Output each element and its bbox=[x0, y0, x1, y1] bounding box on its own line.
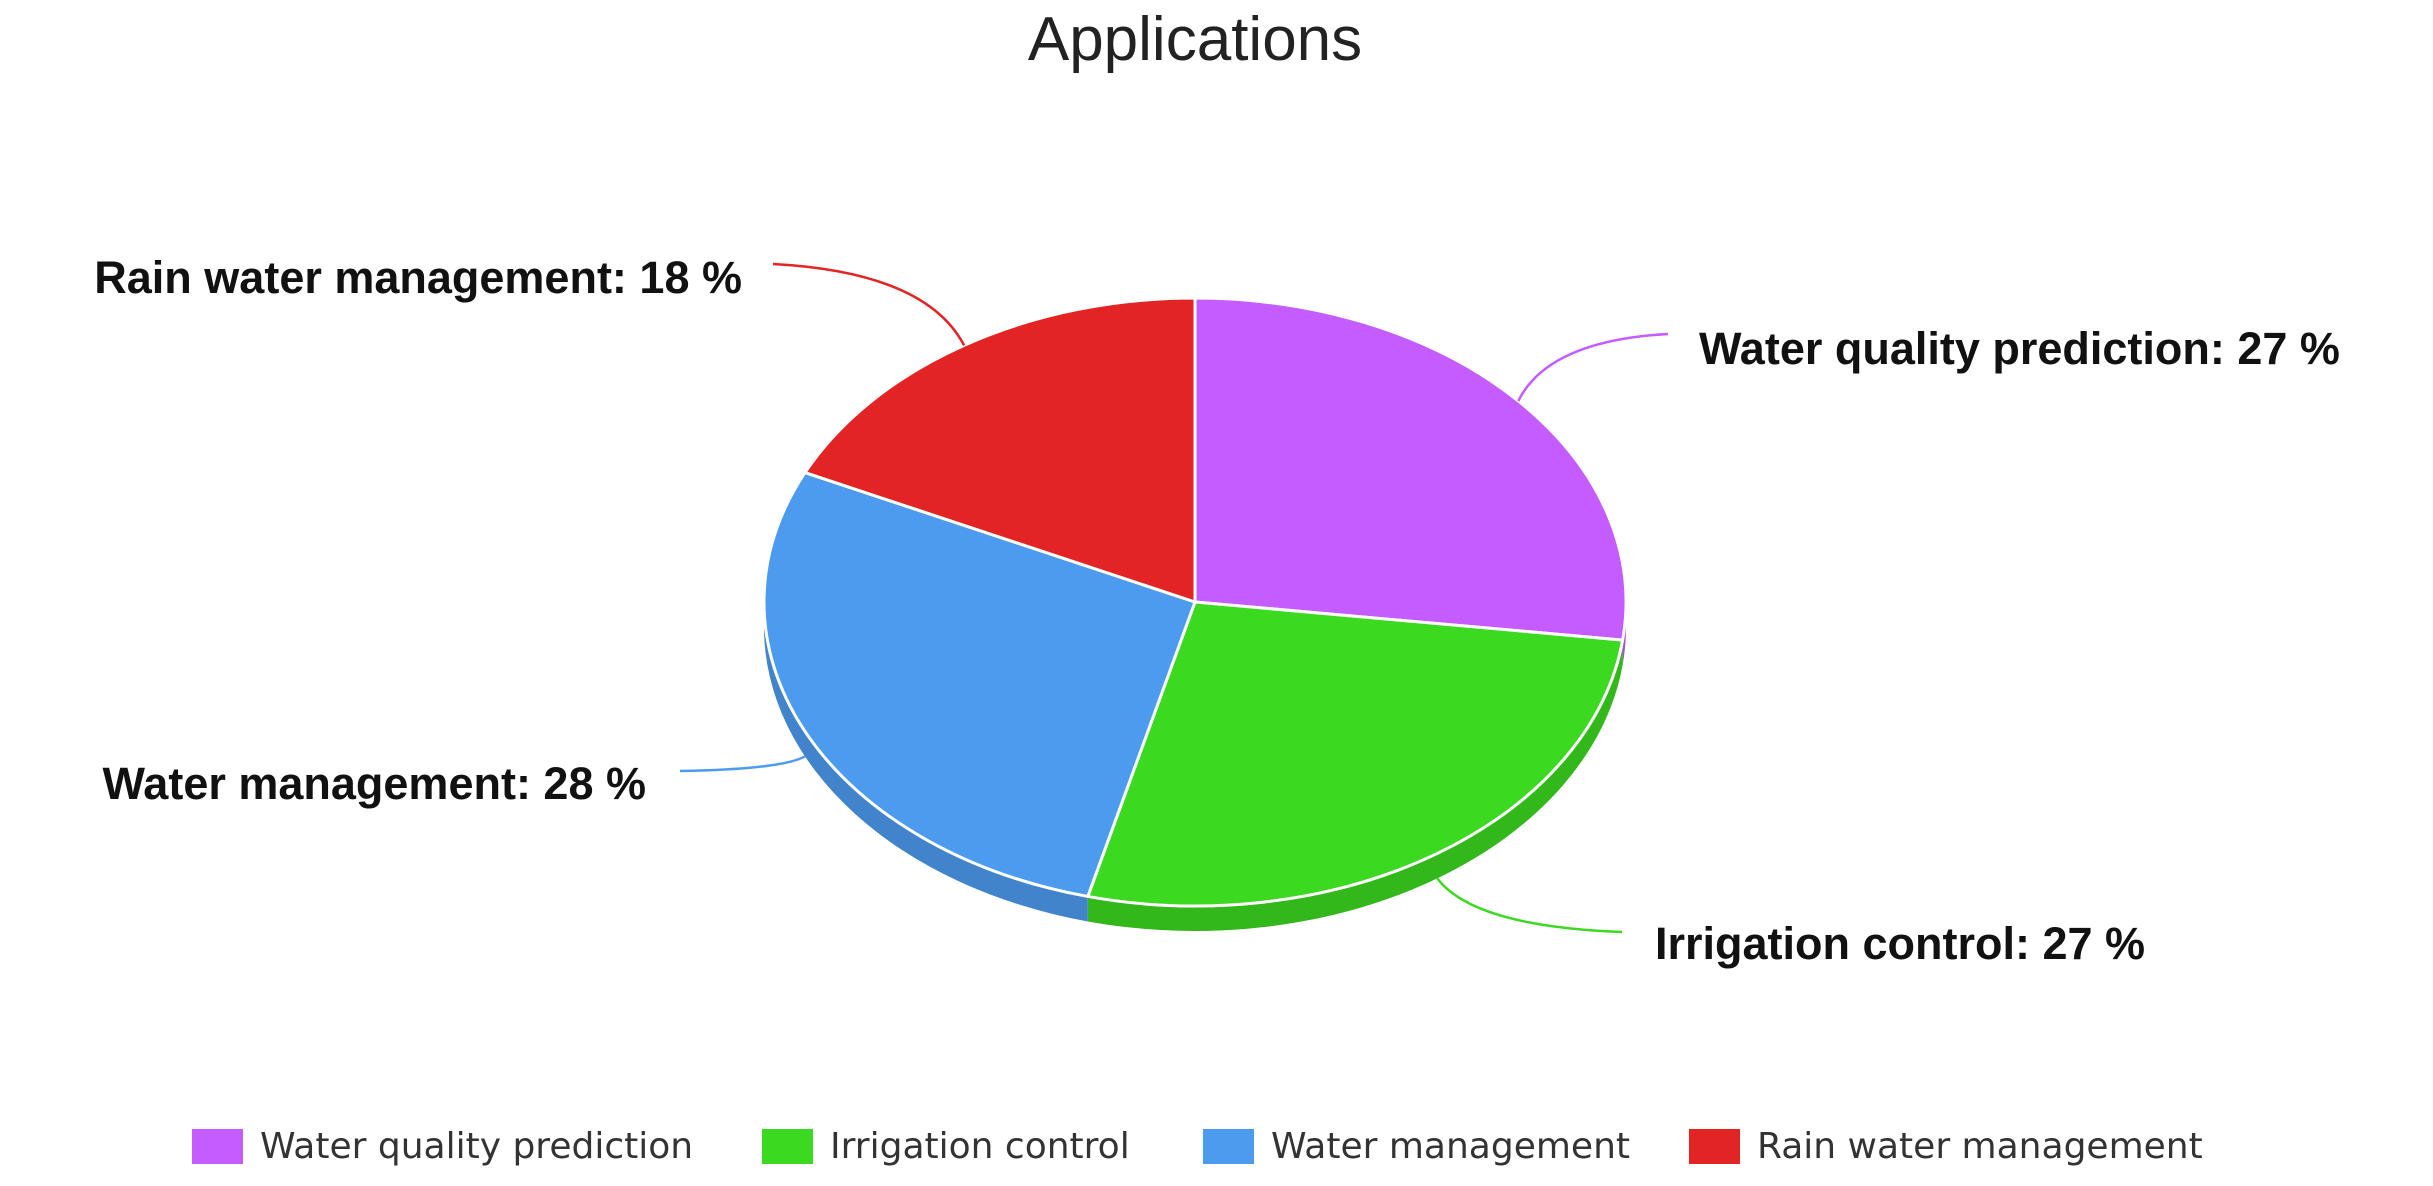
label-connector bbox=[772, 262, 966, 346]
legend-label: Water management bbox=[1271, 1126, 1630, 1167]
legend-label: Irrigation control bbox=[830, 1126, 1130, 1167]
data-label: Rain water management: 18 % bbox=[94, 252, 742, 303]
legend-swatch bbox=[762, 1129, 813, 1164]
slice bbox=[762, 471, 1197, 898]
legend-label: Water quality prediction bbox=[260, 1126, 693, 1167]
slice-side bbox=[764, 602, 1088, 922]
data-label: Water management: 28 % bbox=[103, 758, 647, 809]
data-label: Water quality prediction: 27 % bbox=[1699, 323, 2340, 374]
slice bbox=[1086, 600, 1625, 908]
legend-swatch bbox=[192, 1129, 243, 1164]
data-label: Irrigation control: 27 % bbox=[1655, 918, 2145, 969]
slice bbox=[1193, 296, 1628, 642]
label-connector bbox=[1436, 877, 1623, 934]
legend-swatch bbox=[1689, 1129, 1740, 1164]
legend-label: Rain water management bbox=[1757, 1126, 2203, 1167]
slice bbox=[803, 296, 1197, 604]
label-connector bbox=[679, 755, 806, 773]
label-connector bbox=[1517, 332, 1669, 402]
legend-swatch bbox=[1203, 1129, 1254, 1164]
chart-title: Applications bbox=[1028, 5, 1362, 74]
